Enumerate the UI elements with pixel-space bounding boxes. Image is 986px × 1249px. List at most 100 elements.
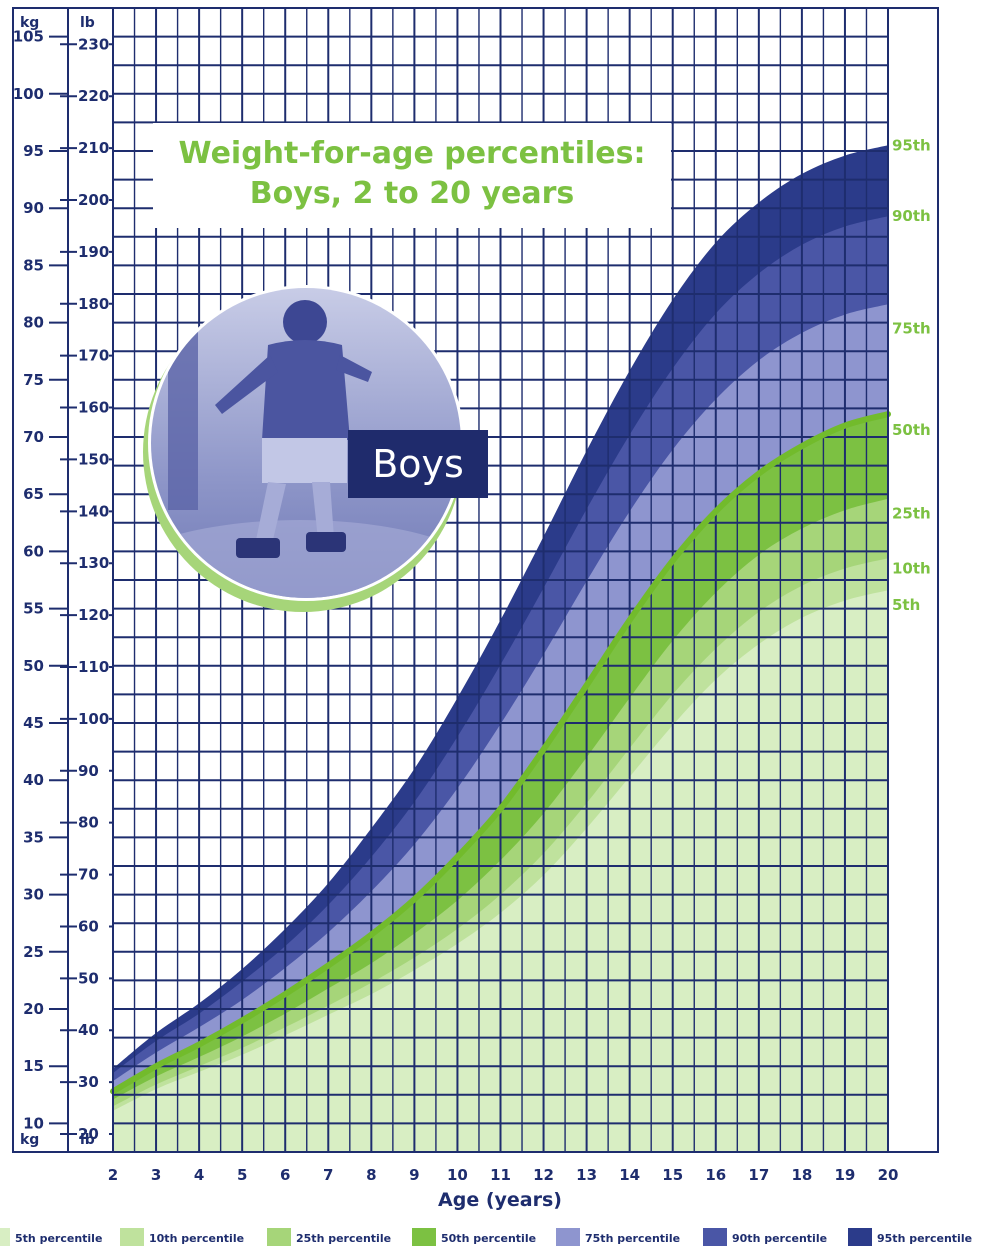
kg-tick-label: 20 (23, 1000, 44, 1018)
lb-tick-bg (77, 1073, 109, 1092)
age-tick-label: 6 (280, 1166, 290, 1184)
lb-tick-bg (77, 502, 109, 521)
legend-swatch (267, 1228, 291, 1246)
kg-tick-label: 40 (23, 771, 44, 789)
kg-tick-label: 100 (13, 85, 44, 103)
percentile-labels: 95th 90th 75th 50th 25th 10th 5th (892, 136, 931, 614)
age-tick-label: 12 (533, 1166, 554, 1184)
lb-tick-bg (77, 242, 109, 261)
legend-label: 5th percentile (15, 1232, 102, 1245)
lb-tick-label: 150 (78, 450, 109, 468)
legend-swatch (120, 1228, 144, 1246)
legend-label: 95th percentile (877, 1232, 972, 1245)
age-tick-label: 3 (151, 1166, 161, 1184)
lb-tick-label: 180 (78, 295, 109, 313)
lb-tick-label: 30 (78, 1073, 99, 1091)
lb-tick-label: 60 (78, 917, 99, 935)
age-tick-label: 19 (835, 1166, 856, 1184)
lb-tick-bg (77, 87, 109, 106)
kg-axis: 10 15 20 25 30 35 40 45 50 55 60 65 70 75 80 85 90 95 100 1… (13, 28, 68, 1132)
legend-swatch (0, 1228, 10, 1246)
percentile-label-90th: 90th (892, 207, 931, 225)
percentile-label-5th: 5th (892, 596, 920, 614)
kg-unit-top: kg (20, 15, 39, 31)
percentile-label-10th: 10th (892, 560, 931, 578)
percentile-label-25th: 25th (892, 505, 931, 523)
kg-tick-label: 45 (23, 714, 44, 732)
age-tick-label: 4 (194, 1166, 204, 1184)
kg-tick-label: 15 (23, 1057, 44, 1075)
kg-tick-label: 60 (23, 542, 44, 560)
legend-label: 10th percentile (149, 1232, 244, 1245)
title-panel (153, 123, 671, 228)
lb-tick-bg (77, 917, 109, 936)
age-tick-label: 7 (323, 1166, 333, 1184)
kg-tick-label: 30 (23, 886, 44, 904)
lb-tick-bg (77, 657, 109, 676)
lb-tick-bg (77, 969, 109, 988)
age-tick-label: 2 (108, 1166, 118, 1184)
lb-tick-label: 220 (78, 87, 109, 105)
percentile-label-75th: 75th (892, 319, 931, 337)
lb-tick-label: 170 (78, 347, 109, 365)
age-tick-label: 17 (748, 1166, 769, 1184)
kg-tick-label: 105 (13, 28, 44, 46)
kg-tick-label: 95 (23, 142, 44, 160)
kg-tick-label: 55 (23, 600, 44, 618)
lb-unit-bottom: lb (80, 1132, 95, 1148)
kg-tick-label: 10 (23, 1114, 44, 1132)
lb-tick-bg (77, 1021, 109, 1040)
age-tick-label: 11 (490, 1166, 511, 1184)
lb-tick-bg (77, 398, 109, 417)
kg-tick-label: 50 (23, 657, 44, 675)
kg-tick-label: 80 (23, 314, 44, 332)
kg-tick-label: 90 (23, 199, 44, 217)
age-tick-label: 8 (366, 1166, 376, 1184)
lb-tick-label: 210 (78, 139, 109, 157)
age-tick-label: 9 (409, 1166, 419, 1184)
boy-photo: Boys (143, 285, 488, 612)
legend-label: 25th percentile (296, 1232, 391, 1245)
boys-badge-text: Boys (372, 442, 464, 486)
lb-tick-label: 80 (78, 814, 99, 832)
lb-tick-label: 140 (78, 502, 109, 520)
age-tick-label: 14 (619, 1166, 640, 1184)
kg-tick-label: 35 (23, 828, 44, 846)
legend-swatch (703, 1228, 727, 1246)
age-tick-label: 15 (662, 1166, 683, 1184)
chart-subtitle: Boys, 2 to 20 years (250, 176, 574, 211)
chart-frame (12, 7, 939, 1153)
lb-tick-label: 100 (78, 710, 109, 728)
lb-tick-bg (77, 865, 109, 884)
legend: 5th percentile 10th percentile 25th percen… (0, 1228, 972, 1246)
lb-tick-label: 130 (78, 554, 109, 572)
lb-tick-bg (77, 813, 109, 832)
lb-tick-label: 90 (78, 762, 99, 780)
lb-tick-bg (77, 761, 109, 780)
lb-tick-bg (77, 1125, 109, 1144)
lb-tick-bg (77, 709, 109, 728)
percentile-label-95th: 95th (892, 136, 931, 154)
lb-unit-top: lb (80, 15, 95, 31)
lb-tick-bg (77, 346, 109, 365)
legend-label: 50th percentile (441, 1232, 536, 1245)
age-tick-label: 10 (447, 1166, 468, 1184)
lb-tick-label: 230 (78, 35, 109, 53)
lb-tick-bg (77, 190, 109, 209)
lb-tick-bg (77, 294, 109, 313)
lb-tick-bg (77, 450, 109, 469)
age-tick-label: 18 (791, 1166, 812, 1184)
lb-tick-bg (77, 35, 109, 54)
kg-tick-label: 70 (23, 428, 44, 446)
lb-tick-bg (77, 606, 109, 625)
legend-swatch (556, 1228, 580, 1246)
lb-tick-label: 160 (78, 399, 109, 417)
age-tick-label: 20 (878, 1166, 899, 1184)
legend-swatch (848, 1228, 872, 1246)
lb-tick-label: 120 (78, 606, 109, 624)
lb-tick-label: 190 (78, 243, 109, 261)
median-line (110, 411, 891, 1095)
lb-tick-label: 110 (78, 658, 109, 676)
age-tick-label: 5 (237, 1166, 247, 1184)
